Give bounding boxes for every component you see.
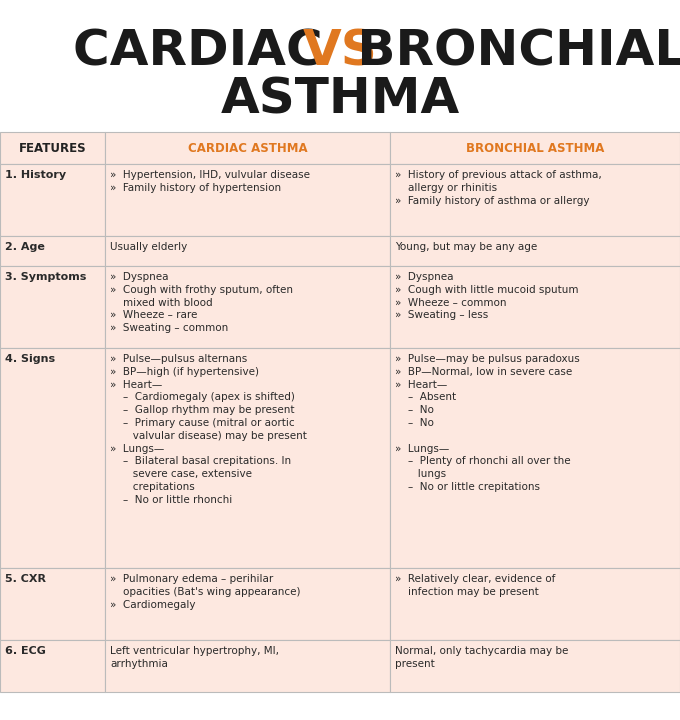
Text: »  Dyspnea
»  Cough with frothy sputum, often
    mixed with blood
»  Wheeze – r: » Dyspnea » Cough with frothy sputum, of… xyxy=(110,272,293,333)
Text: 6. ECG: 6. ECG xyxy=(5,646,46,656)
Bar xyxy=(105,236,390,266)
Bar xyxy=(390,164,680,236)
Text: 3. Symptoms: 3. Symptoms xyxy=(5,272,86,282)
Bar xyxy=(105,164,390,236)
Text: BRONCHIAL: BRONCHIAL xyxy=(340,28,680,76)
Bar xyxy=(0,236,105,266)
Bar xyxy=(390,236,680,266)
Bar xyxy=(105,568,390,640)
Bar xyxy=(0,640,105,692)
Text: FEATURES: FEATURES xyxy=(18,142,86,155)
Bar xyxy=(390,640,680,692)
Text: CARDIAC ASTHMA: CARDIAC ASTHMA xyxy=(188,142,307,155)
Text: CARDIAC: CARDIAC xyxy=(73,28,340,76)
Text: 5. CXR: 5. CXR xyxy=(5,574,46,584)
Text: »  Pulse—may be pulsus paradoxus
»  BP—Normal, low in severe case
»  Heart—
    : » Pulse—may be pulsus paradoxus » BP—Nor… xyxy=(395,354,580,492)
Text: Young, but may be any age: Young, but may be any age xyxy=(395,242,537,252)
Bar xyxy=(105,132,390,164)
Text: »  Pulse—pulsus alternans
»  BP—high (if hypertensive)
»  Heart—
    –  Cardiome: » Pulse—pulsus alternans » BP—high (if h… xyxy=(110,354,307,505)
Bar xyxy=(105,348,390,568)
Text: »  Relatively clear, evidence of
    infection may be present: » Relatively clear, evidence of infectio… xyxy=(395,574,556,597)
Text: 1. History: 1. History xyxy=(5,170,66,180)
Bar xyxy=(0,132,105,164)
Text: BRONCHIAL ASTHMA: BRONCHIAL ASTHMA xyxy=(466,142,605,155)
Text: Normal, only tachycardia may be
present: Normal, only tachycardia may be present xyxy=(395,646,568,669)
Text: »  Pulmonary edema – perihilar
    opacities (Bat's wing appearance)
»  Cardiome: » Pulmonary edema – perihilar opacities … xyxy=(110,574,301,610)
Text: Left ventricular hypertrophy, MI,
arrhythmia: Left ventricular hypertrophy, MI, arrhyt… xyxy=(110,646,279,669)
Text: »  Hypertension, IHD, vulvular disease
»  Family history of hypertension: » Hypertension, IHD, vulvular disease » … xyxy=(110,170,310,193)
Bar xyxy=(390,568,680,640)
Text: 2. Age: 2. Age xyxy=(5,242,45,252)
Bar xyxy=(390,348,680,568)
Text: ASTHMA: ASTHMA xyxy=(220,76,460,124)
Bar xyxy=(0,164,105,236)
Text: »  Dyspnea
»  Cough with little mucoid sputum
»  Wheeze – common
»  Sweating – l: » Dyspnea » Cough with little mucoid spu… xyxy=(395,272,579,320)
Bar xyxy=(0,568,105,640)
Bar xyxy=(105,640,390,692)
Text: »  History of previous attack of asthma,
    allergy or rhinitis
»  Family histo: » History of previous attack of asthma, … xyxy=(395,170,602,206)
Bar xyxy=(390,266,680,348)
Bar xyxy=(390,132,680,164)
Bar xyxy=(105,266,390,348)
Text: 4. Signs: 4. Signs xyxy=(5,354,55,364)
Bar xyxy=(0,348,105,568)
Text: Usually elderly: Usually elderly xyxy=(110,242,187,252)
Bar xyxy=(0,266,105,348)
Text: VS: VS xyxy=(303,28,377,76)
